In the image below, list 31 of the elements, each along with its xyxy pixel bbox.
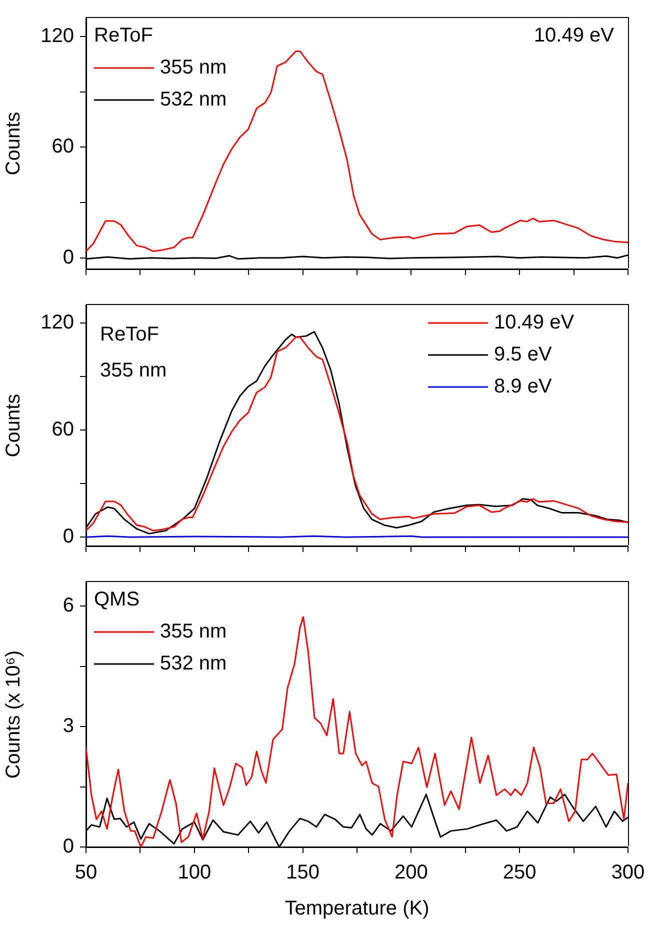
legend-title: QMS (94, 588, 140, 611)
y-tick-label: 6 (62, 594, 74, 617)
annotation: ReToF (100, 324, 159, 346)
y-tick-label: 120 (40, 24, 74, 47)
annotation: 10.49 eV (534, 24, 615, 47)
y-axis-title: Counts (2, 394, 25, 458)
y-tick-label: 0 (62, 526, 74, 548)
x-tick-label: 100 (178, 862, 212, 884)
y-tick-label: 0 (62, 246, 74, 268)
y-tick-label: 60 (52, 418, 74, 440)
x-tick-label: 150 (286, 862, 320, 884)
legend-label: 532 nm (160, 88, 227, 111)
y-tick-label: 60 (52, 136, 74, 158)
y-axis-title: Counts (2, 112, 25, 176)
x-tick-label: 50 (74, 862, 98, 884)
y-tick-label: 3 (62, 715, 74, 738)
x-tick-label: 250 (502, 862, 536, 884)
annotation: 355 nm (100, 360, 167, 382)
legend-label: 355 nm (160, 56, 227, 79)
legend-title: ReToF (94, 24, 153, 47)
y-tick-label: 0 (62, 836, 74, 858)
legend-label: 10.49 eV (494, 312, 575, 334)
legend-label: 355 nm (160, 620, 227, 643)
legend-label: 9.5 eV (494, 344, 552, 366)
x-tick-label: 200 (394, 862, 428, 884)
legend-label: 532 nm (160, 652, 227, 675)
x-axis-title: Temperature (K) (284, 898, 430, 920)
y-axis-title: Counts (x 10⁶) (2, 650, 25, 779)
x-tick-label: 300 (611, 862, 645, 884)
legend-label: 8.9 eV (494, 376, 552, 398)
y-tick-label: 120 (40, 311, 74, 334)
